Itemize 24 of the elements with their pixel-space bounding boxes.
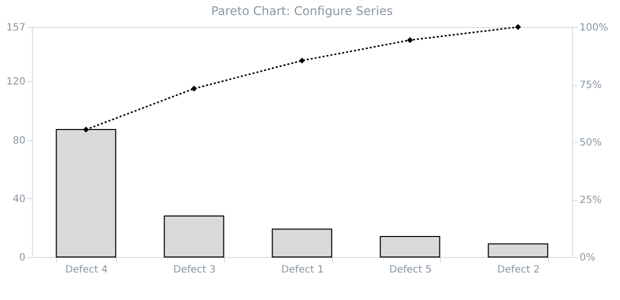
y2-tick-label: 75% (580, 80, 602, 91)
point (191, 86, 197, 92)
y-tick-label: 120 (6, 76, 26, 88)
y2-tick-label: 100% (580, 22, 608, 34)
point (407, 37, 413, 44)
bar (380, 236, 440, 258)
y2-tick-label: 25% (580, 195, 602, 206)
bar (488, 243, 548, 258)
y-tick-label: 40 (12, 194, 26, 205)
x-tick-label: Defect 4 (65, 264, 108, 276)
y-tick-label: 0 (19, 252, 26, 264)
x-tick-label: Defect 1 (281, 264, 324, 276)
bar (272, 228, 332, 258)
point (299, 58, 305, 64)
y-tick-label: 80 (12, 135, 26, 146)
x-tick-label: Defect 5 (389, 264, 432, 276)
chart-title: Pareto Chart: Configure Series (211, 4, 393, 18)
point (83, 126, 89, 133)
y2-tick-label: 50% (580, 138, 602, 148)
y2-tick-label: 0% (580, 252, 596, 264)
bar (164, 215, 224, 258)
x-tick-label: Defect 3 (173, 264, 216, 276)
x-tick-label: Defect 2 (497, 264, 540, 276)
y-tick-label: 157 (6, 22, 26, 34)
